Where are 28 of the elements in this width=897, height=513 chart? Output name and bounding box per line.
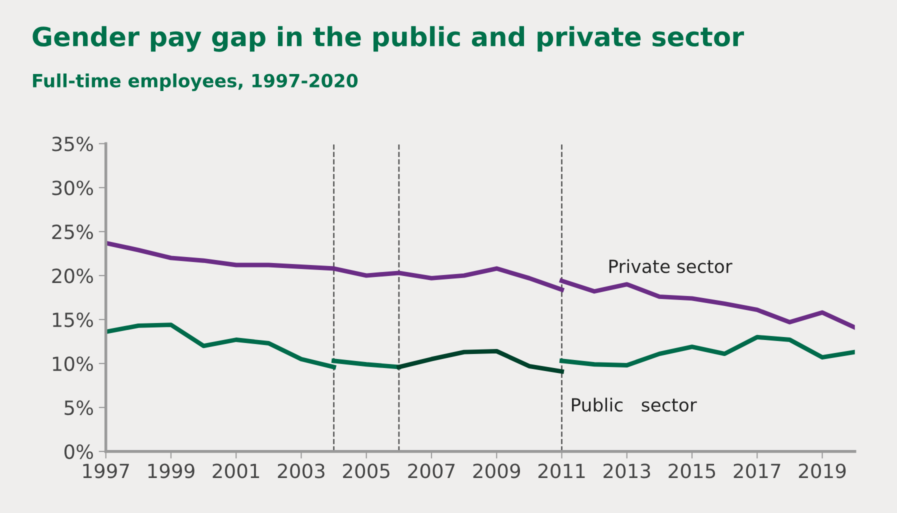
x-tick-label: 2005 bbox=[343, 464, 390, 478]
x-tick-label: 2001 bbox=[212, 464, 260, 478]
line-series bbox=[560, 278, 855, 330]
x-tick-label: 2015 bbox=[668, 464, 716, 478]
x-tick-label: 2011 bbox=[538, 464, 585, 478]
y-tick-label: 35% bbox=[52, 136, 93, 152]
x-tick-label: 2003 bbox=[278, 464, 324, 478]
y-tick-label: 25% bbox=[52, 224, 93, 240]
y-tick-label: 30% bbox=[52, 180, 93, 196]
chart-subtitle: Full-time employees, 1997-2020 bbox=[33, 73, 358, 92]
line-series bbox=[560, 334, 855, 368]
y-tick-label: 20% bbox=[52, 268, 93, 284]
text: Public sector bbox=[572, 398, 697, 412]
y-tick-label: 0% bbox=[64, 444, 93, 460]
x-tick-label: 1999 bbox=[148, 464, 194, 478]
text: Private sector bbox=[609, 259, 732, 274]
x-tick-label: 2017 bbox=[734, 464, 780, 478]
line-series bbox=[106, 240, 564, 292]
x-tick-label: 2007 bbox=[408, 464, 455, 478]
y-tick-label: 5% bbox=[64, 400, 93, 416]
chart-title: Gender pay gap in the public and private sector bbox=[32, 26, 744, 52]
y-tick-label: 10% bbox=[52, 356, 93, 372]
line-series bbox=[396, 348, 564, 374]
y-tick-label: 15% bbox=[52, 312, 93, 328]
x-tick-label: 2019 bbox=[798, 464, 846, 478]
x-tick-label: 1997 bbox=[83, 464, 129, 478]
x-tick-label: 2009 bbox=[473, 464, 520, 478]
x-tick-label: 2013 bbox=[604, 464, 650, 478]
